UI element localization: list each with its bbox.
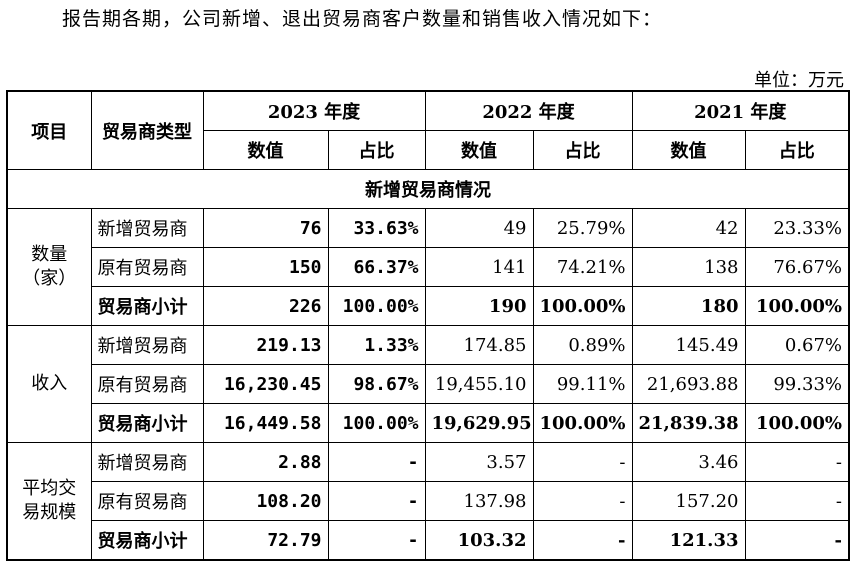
value-2021: 157.20 (631, 481, 746, 521)
header-type: 贸易商类型 (90, 90, 204, 170)
type-cell: 新增贸易商 (90, 208, 204, 248)
table-row: 原有贸易商 150 66.37% 141 74.21% 138 76.67% (7, 247, 850, 287)
value-2021: 42 (631, 208, 746, 248)
value-2022: 49 (424, 208, 534, 248)
value-2022: 3.57 (424, 442, 534, 482)
ratio-2023: - (327, 520, 426, 561)
ratio-2021: - (744, 520, 850, 561)
type-cell: 原有贸易商 (90, 364, 204, 404)
ratio-2021: 23.33% (744, 208, 850, 248)
ratio-2023: 33.63% (327, 208, 426, 248)
header-year-2022: 2022 年度 (424, 90, 633, 131)
ratio-2021: - (744, 442, 850, 482)
ratio-2022: - (532, 442, 633, 482)
value-2022: 19,629.95 (424, 403, 534, 443)
header-ratio-2023: 占比 (327, 130, 426, 170)
type-cell: 原有贸易商 (90, 481, 204, 521)
table-row: 数量（家） 新增贸易商 76 33.63% 49 25.79% 42 23.33… (6, 208, 850, 326)
value-2022: 190 (424, 286, 534, 326)
value-2021: 121.33 (631, 520, 746, 561)
value-2021: 3.46 (631, 442, 746, 482)
table-row-subtotal: 贸易商小计 226 100.00% 190 100.00% 180 100.00… (7, 286, 850, 326)
header-value-2023: 数值 (202, 130, 329, 170)
ratio-2021: 76.67% (744, 247, 850, 287)
value-2023: 108.20 (202, 481, 329, 521)
intro-text: 报告期各期，公司新增、退出贸易商客户数量和销售收入情况如下： (62, 8, 663, 30)
ratio-2023: 1.33% (327, 325, 426, 365)
table-row-subtotal: 贸易商小计 72.79 - 103.32 - 121.33 - (7, 520, 850, 561)
value-2023: 150 (202, 247, 329, 287)
value-2023: 16,449.58 (202, 403, 329, 443)
header-row-1: 项目 贸易商类型 2023 年度 2022 年度 2021 年度 (6, 90, 850, 170)
table-row: 平均交易规模 新增贸易商 2.88 - 3.57 - 3.46 - (6, 442, 850, 561)
value-2023: 2.88 (202, 442, 329, 482)
group-label-revenue: 收入 (6, 325, 92, 443)
ratio-2022: 100.00% (532, 403, 633, 443)
ratio-2021: 0.67% (744, 325, 850, 365)
header-ratio-2022: 占比 (532, 130, 633, 170)
value-2021: 145.49 (631, 325, 746, 365)
ratio-2021: - (744, 481, 850, 521)
unit-label: 单位：万元 (754, 70, 844, 91)
type-cell: 原有贸易商 (90, 247, 204, 287)
ratio-2022: 100.00% (532, 286, 633, 326)
type-cell: 贸易商小计 (90, 286, 204, 326)
ratio-2021: 100.00% (744, 286, 850, 326)
ratio-2022: 0.89% (532, 325, 633, 365)
value-2021: 21,839.38 (631, 403, 746, 443)
value-2022: 19,455.10 (424, 364, 534, 404)
group-label-avg-scale: 平均交易规模 (6, 442, 92, 561)
type-cell: 贸易商小计 (90, 520, 204, 561)
value-2021: 138 (631, 247, 746, 287)
type-cell: 贸易商小计 (90, 403, 204, 443)
ratio-2023: 100.00% (327, 403, 426, 443)
value-2023: 76 (202, 208, 329, 248)
type-cell: 新增贸易商 (90, 325, 204, 365)
header-year-2021: 2021 年度 (631, 90, 850, 131)
value-2021: 21,693.88 (631, 364, 746, 404)
trader-table: 项目 贸易商类型 2023 年度 2022 年度 2021 年度 数值 占比 数… (6, 90, 850, 561)
table-row: 原有贸易商 16,230.45 98.67% 19,455.10 99.11% … (7, 364, 850, 404)
table-row: 收入 新增贸易商 219.13 1.33% 174.85 0.89% 145.4… (6, 325, 850, 443)
value-2022: 137.98 (424, 481, 534, 521)
ratio-2023: 100.00% (327, 286, 426, 326)
section-title: 新增贸易商情况 (6, 169, 850, 209)
value-2021: 180 (631, 286, 746, 326)
ratio-2021: 100.00% (744, 403, 850, 443)
header-item: 项目 (6, 90, 92, 170)
header-value-2022: 数值 (424, 130, 534, 170)
ratio-2022: 74.21% (532, 247, 633, 287)
value-2023: 226 (202, 286, 329, 326)
group-label-count: 数量（家） (6, 208, 92, 326)
header-ratio-2021: 占比 (744, 130, 850, 170)
ratio-2021: 99.33% (744, 364, 850, 404)
ratio-2022: 99.11% (532, 364, 633, 404)
ratio-2023: - (327, 481, 426, 521)
ratio-2022: - (532, 481, 633, 521)
value-2023: 16,230.45 (202, 364, 329, 404)
ratio-2022: - (532, 520, 633, 561)
ratio-2023: 66.37% (327, 247, 426, 287)
header-row-2: 数值 占比 数值 占比 数值 占比 (7, 130, 850, 170)
value-2022: 103.32 (424, 520, 534, 561)
value-2023: 219.13 (202, 325, 329, 365)
table-row-subtotal: 贸易商小计 16,449.58 100.00% 19,629.95 100.00… (7, 403, 850, 443)
ratio-2022: 25.79% (532, 208, 633, 248)
header-year-2023: 2023 年度 (202, 90, 426, 131)
table-row: 原有贸易商 108.20 - 137.98 - 157.20 - (7, 481, 850, 521)
ratio-2023: - (327, 442, 426, 482)
section-row: 新增贸易商情况 (6, 169, 850, 209)
type-cell: 新增贸易商 (90, 442, 204, 482)
ratio-2023: 98.67% (327, 364, 426, 404)
header-value-2021: 数值 (631, 130, 746, 170)
value-2022: 174.85 (424, 325, 534, 365)
value-2022: 141 (424, 247, 534, 287)
value-2023: 72.79 (202, 520, 329, 561)
